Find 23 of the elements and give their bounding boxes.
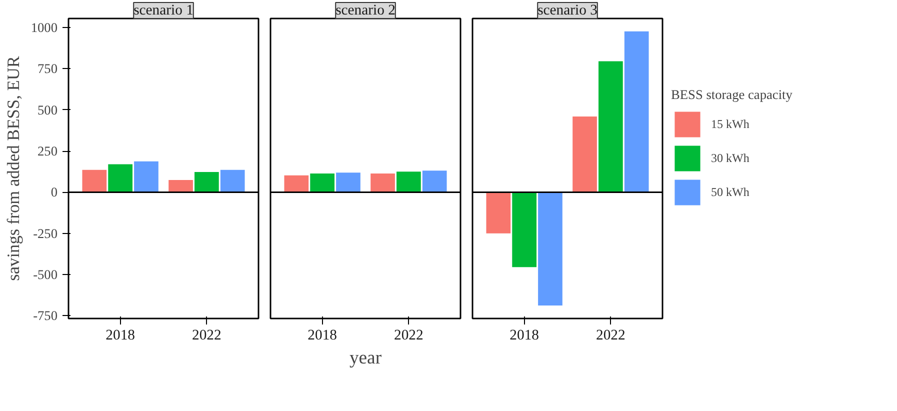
y-tick-label: 250 [38,144,58,159]
y-tick-label: 750 [38,61,58,76]
x-tick-label: 2018 [308,328,337,344]
chart-title: scenario 3 [538,2,598,18]
y-tick-label: -500 [33,267,58,282]
y-tick-label: 500 [38,102,58,118]
y-axis-title: savings from added BESS, EUR [4,56,23,281]
chart-title: scenario 2 [336,2,396,18]
y-tick-label: 0 [50,184,58,200]
x-tick-label: 2018 [510,328,539,344]
x-tick-label: 2022 [192,328,222,344]
legend-title: BESS storage capacity [671,87,792,104]
y-tick-label: -250 [33,226,58,241]
chart-title: scenario 1 [134,2,194,18]
legend-label: 15 kWh [711,116,750,132]
x-tick-label: 2018 [106,328,135,344]
x-tick-label: 2022 [596,328,626,344]
legend-label: 30 kWh [711,150,750,166]
x-axis-title: year [349,348,382,368]
y-tick-label: 1000 [30,20,58,36]
legend-label: 50 kWh [711,184,750,200]
x-tick-label: 2022 [394,328,424,344]
y-tick-label: -750 [33,308,58,324]
